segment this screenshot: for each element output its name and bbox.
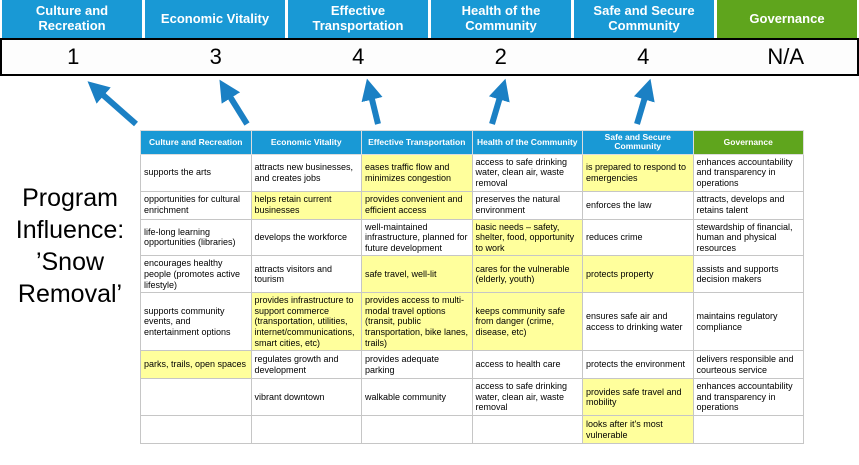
up-arrow-4	[488, 78, 510, 125]
matrix-cell-3-0: encourages healthy people (promotes acti…	[140, 255, 252, 294]
matrix-cell-2-4: reduces crime	[582, 218, 694, 257]
matrix-cell-1-3: preserves the natural environment	[471, 190, 583, 220]
matrix-body: supports the arts attracts new businesses…	[140, 153, 804, 445]
matrix-row-6: vibrant downtown walkable community access…	[140, 378, 804, 417]
matrix-cell-3-1: attracts visitors and tourism	[250, 255, 362, 294]
score-value-1: 3	[209, 44, 222, 69]
up-arrow-2	[219, 79, 250, 126]
matrix-cell-7-0	[140, 415, 252, 445]
matrix-cell-6-4: provides safe travel and mobility	[582, 378, 694, 417]
influence-matrix: Culture and Recreation Economic Vitality E…	[140, 130, 804, 445]
matrix-cell-1-5: attracts, develops and retains talent	[692, 190, 804, 220]
matrix-row-3: encourages healthy people (promotes acti…	[140, 255, 804, 294]
matrix-row-5: parks, trails, open spaces regulates grow…	[140, 350, 804, 380]
matrix-cell-2-5: stewardship of financial, human and phys…	[692, 218, 804, 257]
up-arrow-5	[633, 78, 655, 125]
matrix-cell-2-0: life-long learning opportunities (librar…	[140, 218, 252, 257]
matrix-cell-5-3: access to health care	[471, 350, 583, 380]
matrix-cell-4-2: provides access to multi-modal travel op…	[361, 292, 473, 352]
matrix-col-header-1: Economic Vitality	[250, 130, 362, 155]
scoreboard-label-1: Economic Vitality	[145, 0, 285, 38]
matrix-cell-2-1: develops the workforce	[250, 218, 362, 257]
matrix-cell-4-3: keeps community safe from danger (crime,…	[471, 292, 583, 352]
matrix-row-2: life-long learning opportunities (librar…	[140, 218, 804, 257]
matrix-cell-5-5: delivers responsible and courteous servi…	[692, 350, 804, 380]
matrix-col-header-2: Effective Transportation	[361, 130, 473, 155]
matrix-header-row: Culture and Recreation Economic Vitality E…	[140, 130, 804, 155]
matrix-cell-0-5: enhances accountability and transparency…	[692, 153, 804, 192]
matrix-cell-6-0	[140, 378, 252, 417]
matrix-row-0: supports the arts attracts new businesses…	[140, 153, 804, 192]
matrix-row-1: opportunities for cultural enrichment hel…	[140, 190, 804, 220]
matrix-cell-7-2	[361, 415, 473, 445]
score-value-4: 4	[637, 44, 650, 69]
matrix-cell-4-4: ensures safe air and access to drinking …	[582, 292, 694, 352]
matrix-cell-5-1: regulates growth and development	[250, 350, 362, 380]
score-value-0: 1	[67, 44, 80, 69]
up-arrow-3	[361, 78, 383, 125]
matrix-cell-7-5	[692, 415, 804, 445]
score-value-3: 2	[494, 44, 507, 69]
matrix-col-header-5: Governance	[692, 130, 804, 155]
scoreboard-label-2: Effective Transportation	[288, 0, 428, 38]
scoreboard-label-0: Culture and Recreation	[2, 0, 142, 38]
scoreboard-label-4: Safe and Secure Community	[574, 0, 714, 38]
matrix-cell-0-2: eases traffic flow and minimizes congest…	[361, 153, 473, 192]
matrix-cell-5-2: provides adequate parking	[361, 350, 473, 380]
matrix-cell-3-2: safe travel, well-lit	[361, 255, 473, 294]
matrix-cell-0-1: attracts new businesses, and creates job…	[250, 153, 362, 192]
matrix-col-header-3: Health of the Community	[471, 130, 583, 155]
matrix-cell-4-1: provides infrastructure to support comme…	[250, 292, 362, 352]
matrix-cell-2-2: well-maintained infrastructure, planned …	[361, 218, 473, 257]
scoreboard-header-row: Culture and Recreation Economic Vitality E…	[0, 0, 859, 38]
matrix-cell-3-5: assists and supports decision makers	[692, 255, 804, 294]
arrow-zone	[0, 76, 859, 130]
matrix-cell-3-4: protects property	[582, 255, 694, 294]
score-value-5: N/A	[767, 44, 805, 69]
scoreboard-score-row: 1 3 4 2 4 N/A	[0, 38, 859, 76]
matrix-cell-7-4: looks after it's most vulnerable	[582, 415, 694, 445]
matrix-col-header-4: Safe and Secure Community	[582, 130, 694, 155]
matrix-row-4: supports community events, and entertain…	[140, 292, 804, 352]
matrix-row-7: looks after it's most vulnerable	[140, 415, 804, 445]
scoreboard-label-5: Governance	[717, 0, 857, 38]
matrix-cell-6-1: vibrant downtown	[250, 378, 362, 417]
matrix-cell-1-1: helps retain current businesses	[250, 190, 362, 220]
matrix-cell-1-0: opportunities for cultural enrichment	[140, 190, 252, 220]
matrix-cell-4-5: maintains regulatory compliance	[692, 292, 804, 352]
scoreboard-label-3: Health of the Community	[431, 0, 571, 38]
matrix-cell-5-4: protects the environment	[582, 350, 694, 380]
matrix-cell-7-3	[471, 415, 583, 445]
matrix-cell-1-2: provides convenient and efficient access	[361, 190, 473, 220]
matrix-cell-0-4: is prepared to respond to emergencies	[582, 153, 694, 192]
matrix-cell-6-3: access to safe drinking water, clean air…	[471, 378, 583, 417]
matrix-col-header-0: Culture and Recreation	[140, 130, 252, 155]
matrix-cell-6-2: walkable community	[361, 378, 473, 417]
matrix-cell-4-0: supports community events, and entertain…	[140, 292, 252, 352]
score-arrows	[87, 78, 655, 127]
matrix-cell-0-0: supports the arts	[140, 153, 252, 192]
score-value-2: 4	[352, 44, 365, 69]
matrix-cell-5-0: parks, trails, open spaces	[140, 350, 252, 380]
up-arrow-1	[87, 81, 138, 127]
matrix-cell-3-3: cares for the vulnerable (elderly, youth…	[471, 255, 583, 294]
matrix-cell-7-1	[250, 415, 362, 445]
content-area: Program Influence: ’Snow Removal’ Cultur…	[0, 130, 859, 445]
page-title: Program Influence: ’Snow Removal’	[15, 184, 125, 308]
matrix-cell-0-3: access to safe drinking water, clean air…	[471, 153, 583, 192]
matrix-cell-1-4: enforces the law	[582, 190, 694, 220]
matrix-cell-6-5: enhances accountability and transparency…	[692, 378, 804, 417]
matrix-cell-2-3: basic needs – safety, shelter, food, opp…	[471, 218, 583, 257]
